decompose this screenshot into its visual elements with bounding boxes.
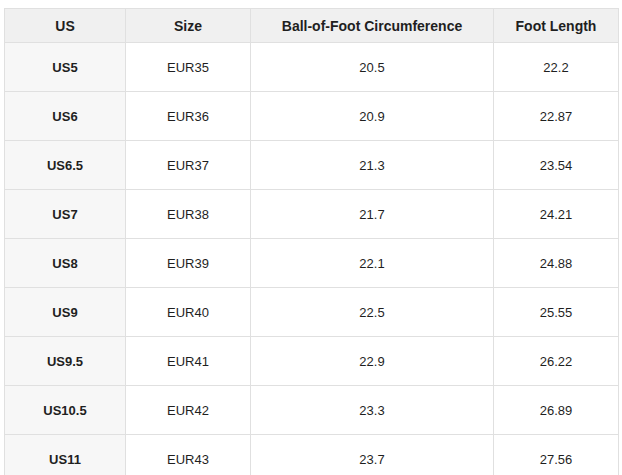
us-size-cell: US8 (5, 239, 126, 288)
table-row: US6EUR3620.922.87 (5, 92, 619, 141)
table-cell: 21.7 (251, 190, 494, 239)
table-body: US5EUR3520.522.2US6EUR3620.922.87US6.5EU… (5, 43, 619, 475)
table-row: US11EUR4323.727.56 (5, 435, 619, 475)
table-cell: 24.21 (494, 190, 619, 239)
column-header-us: US (5, 9, 126, 43)
table-cell: 22.9 (251, 337, 494, 386)
table-row: US7EUR3821.724.21 (5, 190, 619, 239)
us-size-cell: US10.5 (5, 386, 126, 435)
table-cell: EUR39 (126, 239, 251, 288)
table-cell: 22.87 (494, 92, 619, 141)
table-cell: 24.88 (494, 239, 619, 288)
table-cell: 21.3 (251, 141, 494, 190)
header-row: USSizeBall-of-Foot CircumferenceFoot Len… (5, 9, 619, 43)
table-cell: 23.3 (251, 386, 494, 435)
table-row: US9.5EUR4122.926.22 (5, 337, 619, 386)
us-size-cell: US7 (5, 190, 126, 239)
table-cell: 22.1 (251, 239, 494, 288)
table-cell: 27.56 (494, 435, 619, 475)
column-header-foot-length: Foot Length (494, 9, 619, 43)
table-cell: 22.5 (251, 288, 494, 337)
table-cell: 25.55 (494, 288, 619, 337)
table-cell: 20.9 (251, 92, 494, 141)
table-cell: EUR38 (126, 190, 251, 239)
us-size-cell: US5 (5, 43, 126, 92)
us-size-cell: US9.5 (5, 337, 126, 386)
column-header-size: Size (126, 9, 251, 43)
table-row: US9EUR4022.525.55 (5, 288, 619, 337)
us-size-cell: US6 (5, 92, 126, 141)
us-size-cell: US6.5 (5, 141, 126, 190)
table-cell: 23.7 (251, 435, 494, 475)
table-row: US10.5EUR4223.326.89 (5, 386, 619, 435)
table-cell: EUR36 (126, 92, 251, 141)
size-chart-page: USSizeBall-of-Foot CircumferenceFoot Len… (0, 0, 622, 475)
table-row: US6.5EUR3721.323.54 (5, 141, 619, 190)
table-cell: EUR35 (126, 43, 251, 92)
table-row: US5EUR3520.522.2 (5, 43, 619, 92)
table-cell: 20.5 (251, 43, 494, 92)
table-row: US8EUR3922.124.88 (5, 239, 619, 288)
table-cell: EUR43 (126, 435, 251, 475)
table-cell: EUR37 (126, 141, 251, 190)
us-size-cell: US11 (5, 435, 126, 475)
us-size-cell: US9 (5, 288, 126, 337)
table-cell: 23.54 (494, 141, 619, 190)
table-cell: 22.2 (494, 43, 619, 92)
table-header: USSizeBall-of-Foot CircumferenceFoot Len… (5, 9, 619, 43)
table-cell: EUR42 (126, 386, 251, 435)
table-cell: 26.89 (494, 386, 619, 435)
size-chart-table: USSizeBall-of-Foot CircumferenceFoot Len… (4, 8, 619, 475)
table-cell: EUR40 (126, 288, 251, 337)
table-cell: EUR41 (126, 337, 251, 386)
table-cell: 26.22 (494, 337, 619, 386)
column-header-ball-of-foot-circumference: Ball-of-Foot Circumference (251, 9, 494, 43)
